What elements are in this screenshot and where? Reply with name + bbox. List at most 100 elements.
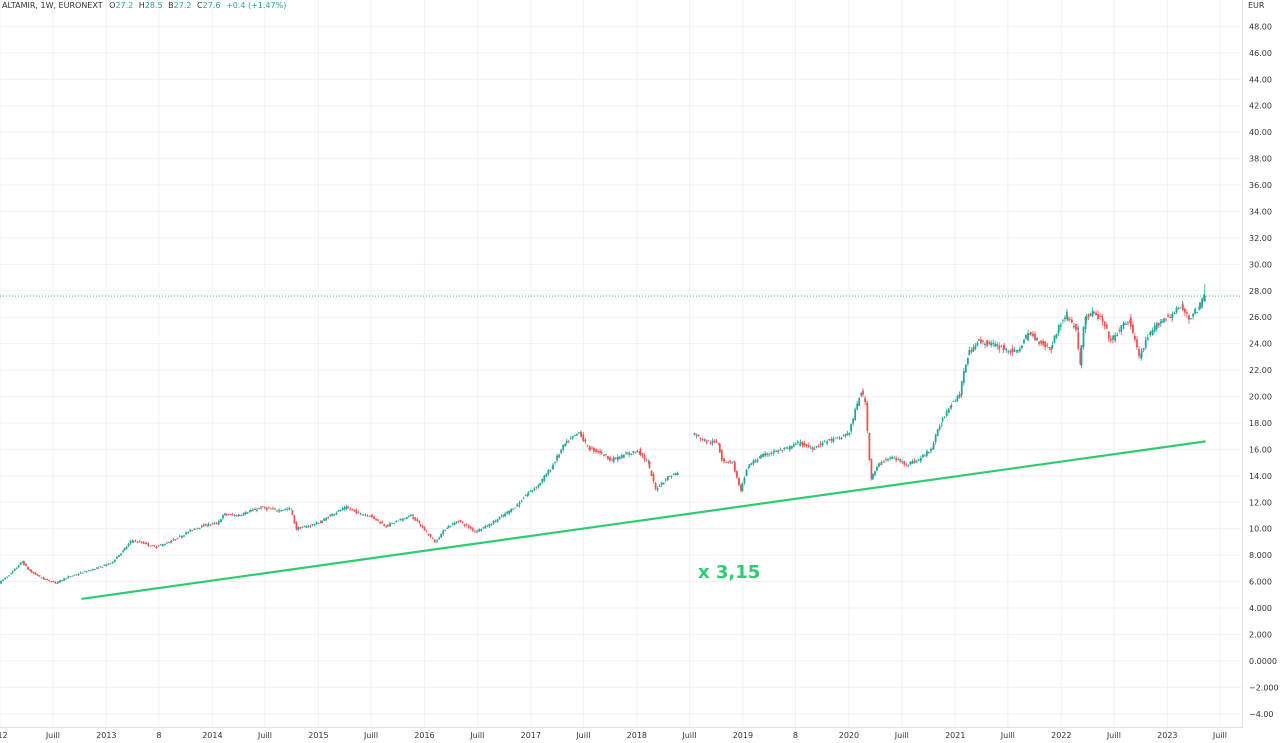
y-tick-label: 34.00 [1249,207,1272,216]
x-tick-label: 2016 [414,731,434,740]
candle-body [270,508,272,510]
candle-body [554,461,556,463]
candle-body [490,524,493,526]
candle-body [718,443,721,453]
candle-body [120,553,122,555]
candle-body [1003,345,1006,349]
candle-body [850,424,852,432]
candle-body [73,574,76,576]
candle-body [828,439,831,440]
x-tick-label: 8 [793,731,798,740]
candle-body [71,575,74,577]
candle-body [733,462,736,472]
candle-body [1101,315,1104,318]
candle-body [355,509,358,514]
candle-body [446,528,449,530]
candle-body [185,532,187,535]
legend-low-label: B [168,1,174,10]
candle-body [343,506,346,510]
candle-body [433,539,436,543]
candle-body [518,502,521,504]
candle-body [676,472,679,476]
candle-body [1080,344,1083,366]
candle-body [723,458,726,462]
candle-body [353,509,356,511]
y-tick-label: 48.00 [1249,22,1272,31]
candle-body [187,532,190,533]
candle-body [114,559,116,562]
candle-body [138,540,141,542]
candle-body [1091,310,1094,317]
candle-body [242,513,245,516]
candle-body [200,525,203,528]
candle-body [1087,314,1090,318]
candle-body [905,464,908,466]
x-tick-label: 2021 [945,731,965,740]
candle-body [178,535,181,537]
candle-body [397,520,400,522]
candle-body [11,571,14,574]
candle-body [1114,335,1117,341]
candle-body [770,452,773,454]
candle-body [932,443,935,449]
candle-body [27,566,29,570]
candle-body [656,488,659,490]
candle-body [321,520,323,524]
candle-body [1093,312,1095,314]
candle-body [529,490,532,492]
support-trendline[interactable] [81,440,1206,600]
candle-body [641,452,644,456]
candle-body [59,580,61,583]
candle-body [123,548,126,551]
candle-body [844,434,847,436]
x-tick-label: 2019 [733,731,753,740]
candle-body [1042,340,1045,345]
candle-body [620,454,623,458]
candle-body [155,546,158,548]
x-axis[interactable]: 012 Juill 2013 8 2014 Juill 2015 Juill 2016 Juill… [0,731,1227,740]
candle-body [1194,308,1196,314]
candle-body [1173,312,1176,315]
candle-body [980,339,982,344]
y-tick-label: 32.00 [1249,234,1272,243]
candle-body [315,522,318,525]
candle-body [1029,334,1031,335]
candle-body [639,448,642,455]
candle-body [614,457,617,459]
candle-body [547,470,550,475]
candle-body [293,515,296,524]
x-tick-label: 2014 [202,731,222,740]
candle-body [1148,334,1151,335]
candle-body [482,527,485,529]
candle-body [947,408,950,413]
y-axis[interactable]: −4.00 −2.000 0.0000 2.000 4.000 6.000 8.000 10.… [1249,22,1279,718]
candle-body [891,456,893,459]
candle-body [1161,321,1163,323]
candle-body [740,484,742,491]
candle-body [790,445,793,449]
candle-body [923,455,926,457]
candle-body [157,545,160,547]
candle-body [500,515,503,517]
candle-body [366,515,369,517]
candle-body [423,527,426,531]
candle-body [720,449,723,461]
x-tick-label: Juill [469,731,484,740]
candle-body [569,438,572,440]
growth-annotation: x 3,15 [698,562,760,583]
candle-body [604,454,607,455]
candle-body [161,544,164,547]
candle-body [40,577,43,579]
candle-body [602,454,605,456]
candle-body [488,523,491,527]
candle-body [77,573,80,575]
candle-body [819,443,822,446]
candle-body [638,451,641,453]
candle-body [278,509,280,512]
candle-body [527,492,530,495]
legend-low-value: 27.2 [174,1,192,10]
x-tick-label: Juill [894,731,909,740]
candle-body [672,473,675,475]
candle-body [533,488,536,491]
